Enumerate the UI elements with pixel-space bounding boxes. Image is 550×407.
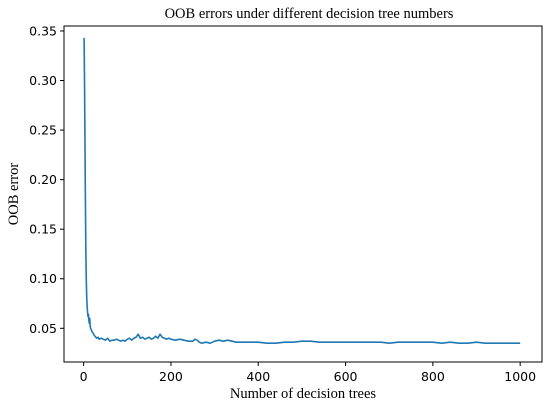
y-tick-label: 0.30 xyxy=(29,73,57,88)
x-tick-label: 800 xyxy=(421,369,445,384)
y-tick-label: 0.20 xyxy=(29,172,57,187)
x-tick-label: 200 xyxy=(159,369,183,384)
x-axis-ticks: 0 200 400 600 800 1000 xyxy=(80,362,536,384)
x-tick-label: 400 xyxy=(246,369,270,384)
y-tick-label: 0.15 xyxy=(29,222,57,237)
y-axis-ticks: 0.05 0.10 0.15 0.20 0.25 0.30 0.35 xyxy=(29,23,64,336)
plot-frame xyxy=(63,25,543,363)
y-tick-label: 0.35 xyxy=(29,23,57,38)
y-tick-label: 0.05 xyxy=(29,321,57,336)
x-tick-label: 0 xyxy=(80,369,88,384)
x-tick-label: 600 xyxy=(334,369,358,384)
x-axis-label: Number of decision trees xyxy=(230,386,377,402)
x-tick-label: 1000 xyxy=(504,369,536,384)
y-tick-label: 0.10 xyxy=(29,271,57,286)
oob-error-series-line xyxy=(83,37,521,344)
y-axis-label: OOB error xyxy=(6,163,22,226)
y-tick-label: 0.25 xyxy=(29,123,57,138)
chart-title: OOB errors under different decision tree… xyxy=(165,6,454,22)
